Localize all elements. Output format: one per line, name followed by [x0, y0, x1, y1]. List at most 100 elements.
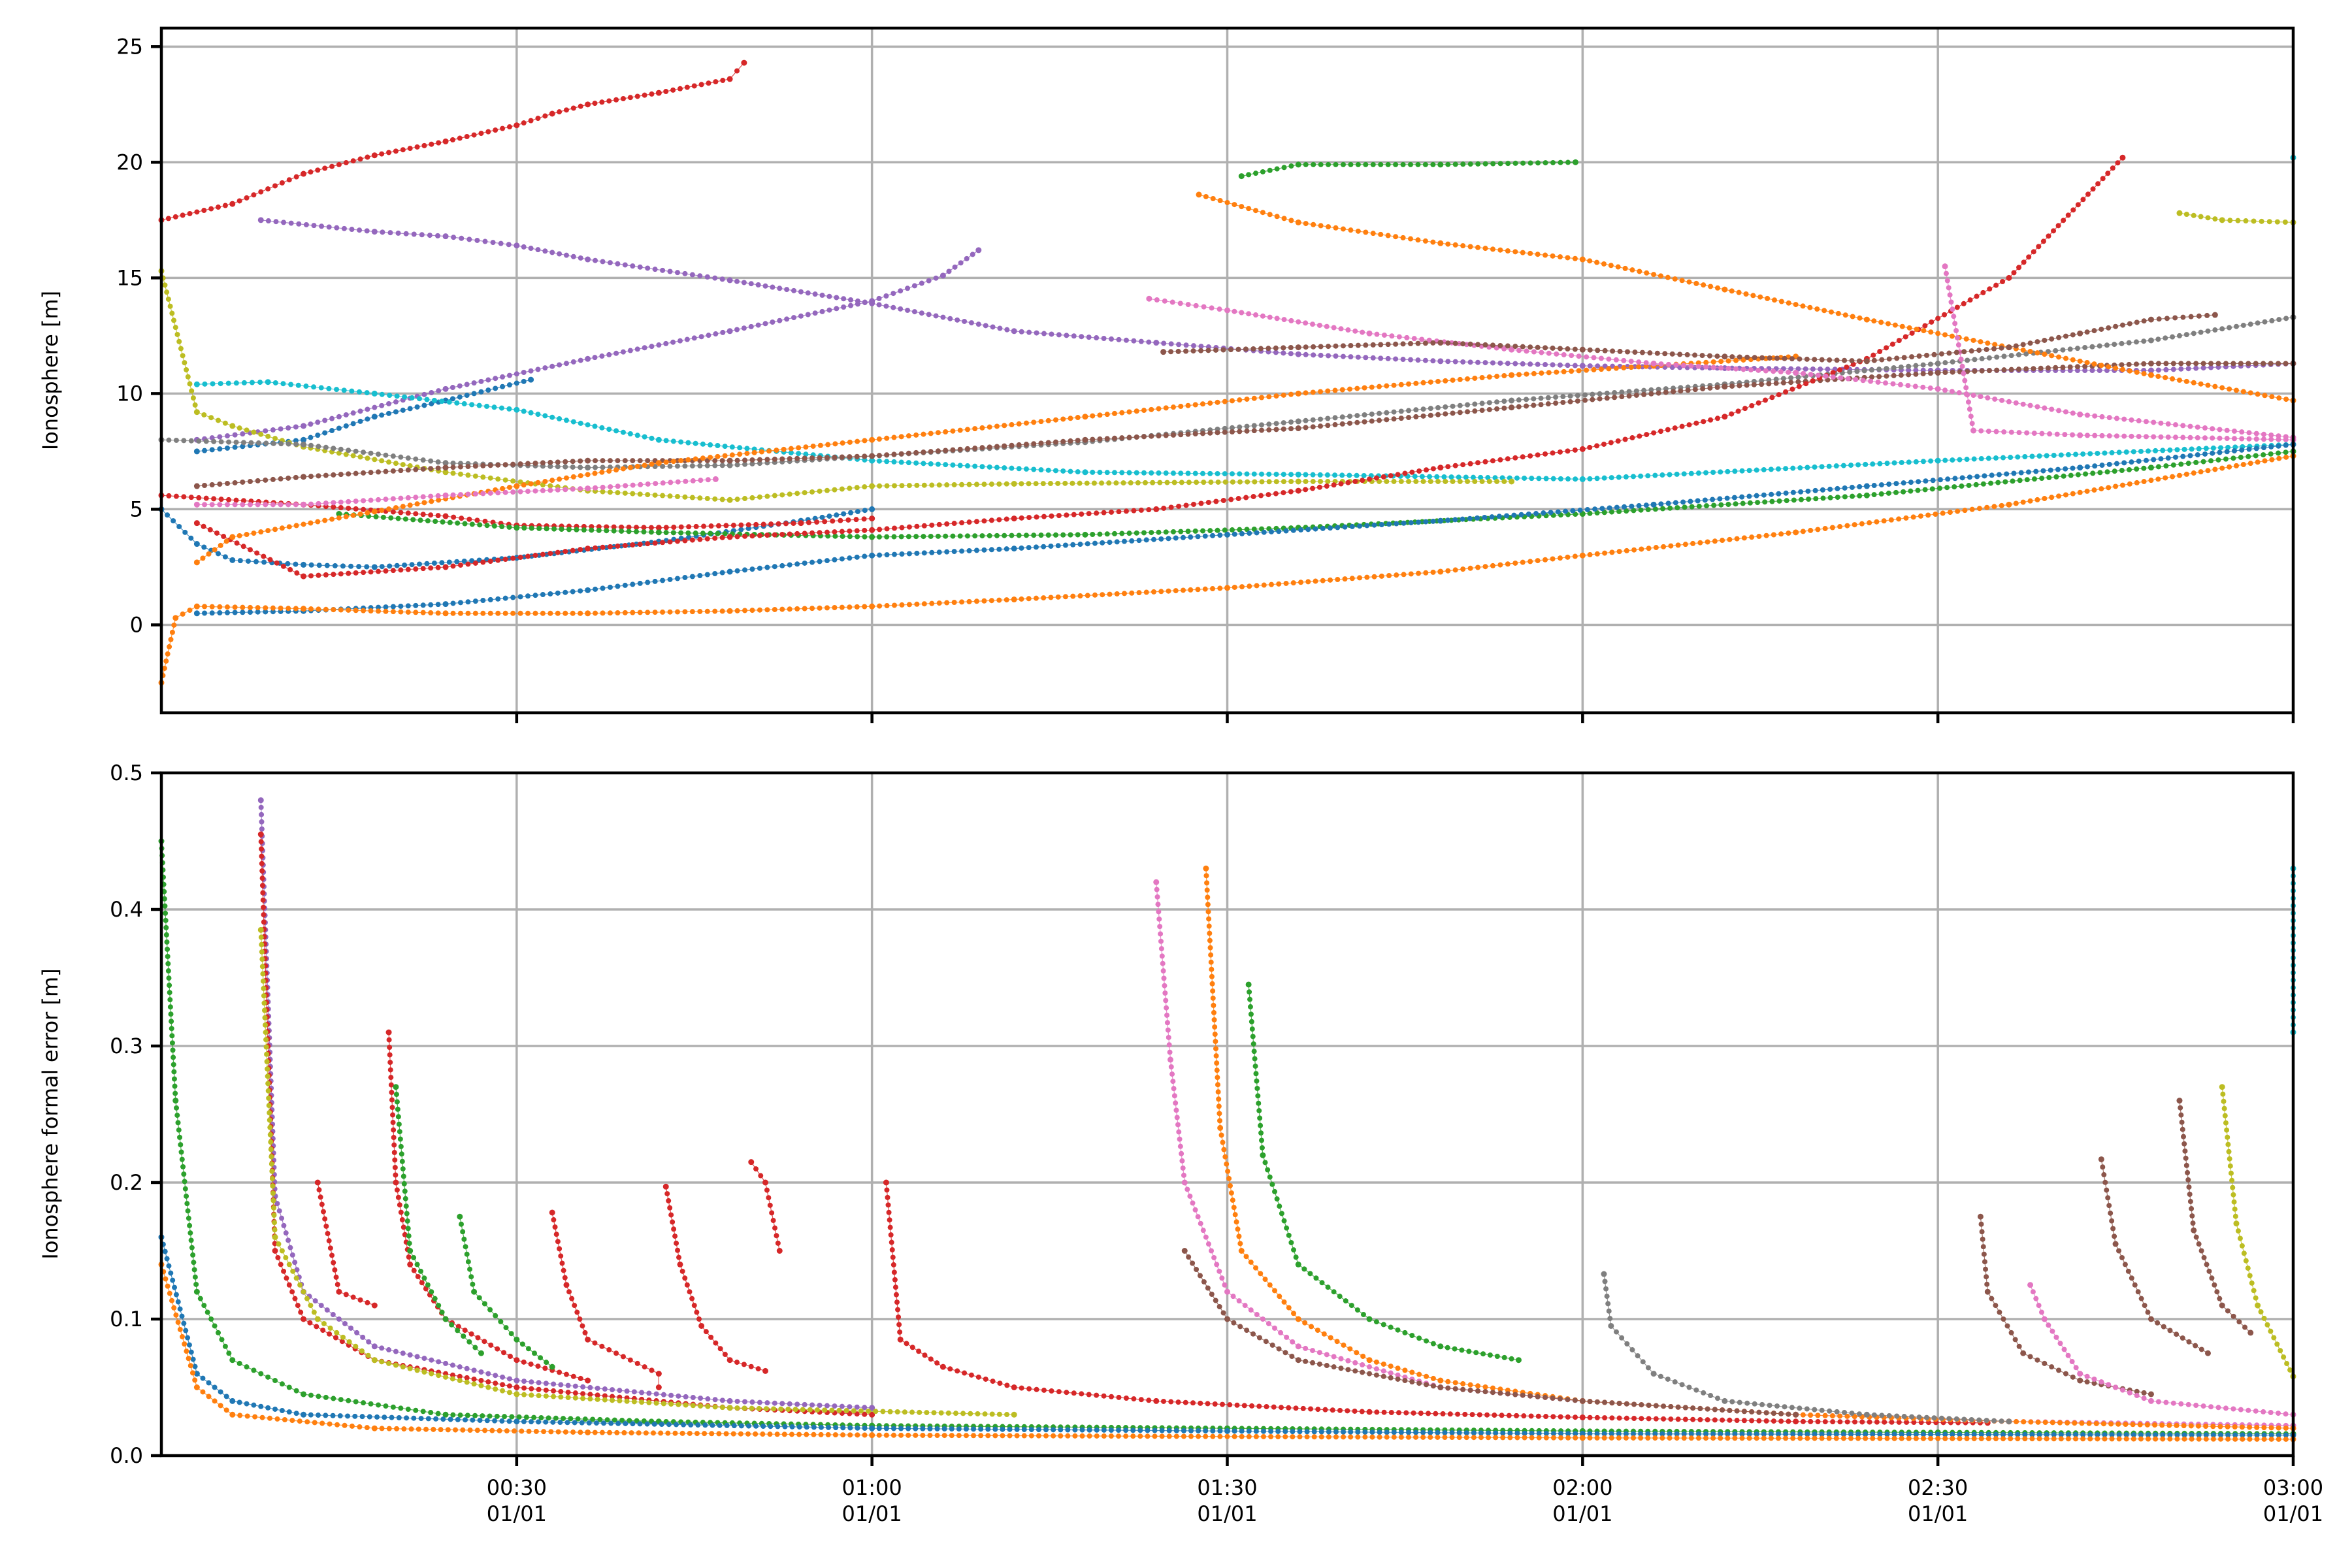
data-point — [322, 417, 328, 423]
data-point — [279, 1215, 285, 1221]
data-point — [442, 385, 449, 392]
data-point — [641, 529, 647, 535]
data-point — [1324, 472, 1330, 478]
data-point — [487, 1307, 493, 1313]
data-point — [674, 609, 680, 615]
data-point — [1608, 440, 1614, 446]
data-point — [652, 540, 658, 546]
data-point — [607, 584, 613, 590]
data-point — [1034, 330, 1039, 336]
data-point — [2155, 367, 2161, 373]
data-point — [1847, 369, 1853, 375]
data-point — [622, 458, 628, 464]
data-point — [719, 276, 725, 282]
data-point — [704, 274, 710, 280]
data-point — [1754, 467, 1759, 473]
data-point — [712, 275, 718, 281]
data-point — [1031, 532, 1037, 538]
data-point — [690, 1403, 696, 1409]
data-point — [543, 1387, 549, 1393]
data-point — [1952, 321, 1958, 327]
data-point — [2212, 384, 2218, 389]
data-point — [1123, 508, 1129, 514]
data-point — [1746, 468, 1752, 474]
data-point — [469, 521, 475, 527]
data-point — [264, 1051, 270, 1057]
data-point — [889, 1239, 894, 1245]
data-point — [1437, 240, 1444, 246]
data-point — [1002, 532, 1007, 538]
data-point — [661, 1392, 666, 1397]
data-point — [1443, 478, 1448, 484]
data-point — [749, 608, 755, 613]
data-point — [570, 486, 576, 492]
data-point — [1396, 334, 1402, 340]
data-point — [1086, 335, 1092, 340]
data-point — [2217, 449, 2223, 455]
data-point — [663, 340, 669, 346]
data-point — [1978, 339, 1984, 345]
data-point — [391, 1127, 397, 1133]
data-point — [2217, 435, 2223, 441]
data-point — [405, 566, 411, 572]
data-point — [722, 1351, 728, 1357]
data-point — [994, 423, 1000, 429]
data-point — [2008, 455, 2014, 461]
data-point — [708, 442, 713, 448]
data-point — [397, 1136, 403, 1142]
data-point — [1509, 346, 1515, 353]
data-point — [327, 1331, 333, 1337]
data-point — [760, 521, 766, 527]
data-point — [1819, 357, 1825, 363]
data-point — [2006, 501, 2012, 508]
data-point — [670, 530, 676, 536]
data-point — [1419, 474, 1425, 480]
data-point — [1445, 340, 1451, 346]
data-point — [1538, 395, 1544, 401]
data-point — [2040, 468, 2046, 474]
data-point — [2259, 218, 2264, 224]
data-point — [2091, 361, 2097, 367]
data-point — [257, 380, 263, 385]
data-point — [440, 519, 446, 525]
data-point — [1092, 592, 1098, 598]
data-point — [172, 1098, 179, 1104]
data-point — [1725, 501, 1731, 507]
data-point — [877, 483, 883, 489]
data-point — [373, 514, 379, 519]
data-point — [2164, 316, 2170, 321]
data-point — [1121, 538, 1127, 544]
data-point — [301, 521, 306, 527]
data-point — [1671, 389, 1676, 395]
data-point — [361, 470, 367, 476]
data-point — [566, 527, 572, 532]
data-point — [1347, 420, 1353, 426]
data-point — [1213, 498, 1219, 504]
data-point — [1967, 406, 1972, 412]
data-point — [972, 533, 978, 539]
data-point — [166, 975, 172, 981]
data-point — [1237, 397, 1243, 403]
data-point — [1370, 161, 1376, 167]
data-point — [331, 472, 336, 478]
data-point — [734, 568, 740, 574]
data-point — [705, 1396, 711, 1402]
data-point — [2133, 339, 2139, 345]
data-point — [660, 578, 666, 583]
data-point — [404, 1211, 410, 1217]
data-point — [172, 1083, 178, 1089]
data-point — [936, 482, 942, 488]
data-point — [1658, 361, 1664, 367]
data-point — [471, 391, 477, 397]
data-point — [529, 525, 534, 531]
data-point — [1641, 391, 1647, 397]
data-point — [490, 240, 496, 246]
data-point — [240, 440, 246, 446]
data-point — [258, 529, 264, 535]
data-point — [645, 481, 651, 487]
data-point — [959, 520, 965, 526]
data-point — [555, 487, 561, 493]
data-point — [480, 559, 486, 565]
data-point — [1803, 366, 1808, 372]
data-point — [1011, 546, 1017, 552]
